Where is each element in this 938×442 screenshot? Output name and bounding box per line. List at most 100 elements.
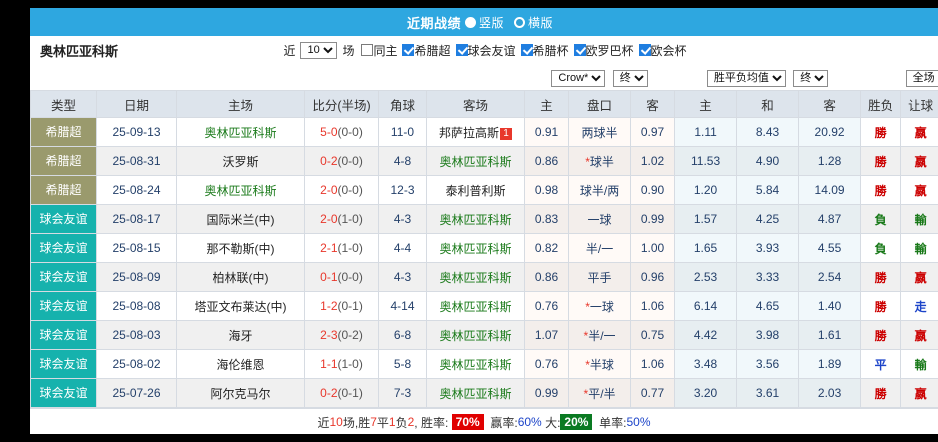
cell-odds-home: 3.48 [674,349,738,379]
table-row[interactable]: 球会友谊 25-08-03 海牙 2-3(0-2) 6-8 奥林匹亚科斯 1.07 *半/一 0… [30,320,938,350]
halftime-score: (1-0) [337,212,363,226]
table-row[interactable]: 球会友谊 25-08-17 国际米兰(中) 2-0(1-0) 4-3 奥林匹亚科斯 0.83… [30,204,938,234]
cell-handicap-result: 嬴 [900,146,938,176]
cell-type[interactable]: 球会友谊 [30,204,97,234]
cell-odds-draw: 4.65 [736,291,800,321]
cell-corner: 4-8 [378,146,427,176]
cell-type[interactable]: 希腊超 [30,117,97,147]
result-value: 勝 [874,299,887,314]
cell-away[interactable]: 奥林匹亚科斯 [425,146,526,176]
home-team-name: 那不勒斯(中) [206,241,275,256]
comp-checkbox-greekcup[interactable] [520,44,533,56]
summary-p4: 负 [395,415,408,430]
cell-type[interactable]: 球会友谊 [30,233,97,263]
big-rate-badge: 20% [560,414,593,430]
cell-handicap-result: 嬴 [900,117,938,147]
cell-home[interactable]: 塔亚文布莱达(中) [176,291,305,321]
comp-label-conference[interactable]: 欧会杯 [650,43,687,58]
cell-type[interactable]: 球会友谊 [30,349,97,379]
handicap-phase-select[interactable]: 终 [612,69,648,87]
comp-label-friendly[interactable]: 球会友谊 [467,43,516,58]
cell-odds-draw: 4.25 [736,204,800,234]
handicap-result-value: 輸 [914,241,927,256]
cell-odds-draw: 3.93 [736,233,800,263]
score-value: 2-3(0-2) [320,328,363,342]
table-row[interactable]: 球会友谊 25-08-15 那不勒斯(中) 2-1(1-0) 4-4 奥林匹亚科斯 0.82… [30,233,938,263]
table-row[interactable]: 球会友谊 25-07-26 阿尔克马尔 0-2(0-1) 7-3 奥林匹亚科斯 0.99 *平… [30,378,938,408]
cell-away[interactable]: 奥林匹亚科斯 [425,291,526,321]
cell-home[interactable]: 奥林匹亚科斯 [176,175,305,205]
cell-away[interactable]: 奥林匹亚科斯 [425,262,526,292]
cell-hcp-away: 1.06 [630,349,676,379]
same-home-label[interactable]: 同主 [373,43,398,58]
comp-checkbox-conference[interactable] [638,44,651,56]
result-value: 勝 [874,328,887,343]
table-row[interactable]: 希腊超 25-08-31 沃罗斯 0-2(0-0) 4-8 奥林匹亚科斯 0.86 *球半 1.… [30,146,938,176]
cell-away[interactable]: 奥林匹亚科斯 [425,378,526,408]
table-row[interactable]: 希腊超 25-08-24 奥林匹亚科斯 2-0(0-0) 12-3 泰利普利斯 0.98 球半… [30,175,938,205]
radio-horizontal-icon[interactable] [514,16,525,28]
cell-type[interactable]: 球会友谊 [30,291,97,321]
table-row[interactable]: 球会友谊 25-08-08 塔亚文布莱达(中) 1-2(0-1) 4-14 奥林匹亚科斯 0… [30,291,938,321]
type-badge: 球会友谊 [31,205,96,233]
away-team-name: 奥林匹亚科斯 [439,154,512,169]
match-count-select[interactable]: 10 [300,41,338,59]
cell-type[interactable]: 球会友谊 [30,378,97,408]
table-row[interactable]: 球会友谊 25-08-09 柏林联(中) 0-1(0-0) 4-3 奥林匹亚科斯 0.86 平… [30,262,938,292]
cell-hcp-away: 0.96 [630,262,676,292]
cell-home[interactable]: 海牙 [176,320,305,350]
same-home-checkbox[interactable] [361,44,374,56]
cell-home[interactable]: 奥林匹亚科斯 [176,117,305,147]
radio-horizontal-label[interactable]: 横版 [528,15,554,30]
cell-away[interactable]: 泰利普利斯 [425,175,526,205]
comp-checkbox-friendly[interactable] [455,44,468,56]
comp-label-europa[interactable]: 欧罗巴杯 [585,43,634,58]
radio-vertical-icon[interactable] [464,16,476,28]
cell-away[interactable]: 奥林匹亚科斯 [425,349,526,379]
cell-type[interactable]: 球会友谊 [30,262,97,292]
odds-type-select[interactable]: 胜平负均值 [706,69,786,87]
away-team-name: 奥林匹亚科斯 [439,328,512,343]
odds-phase-select[interactable]: 终 [793,69,829,87]
summary-footer: 近 10 场,胜 7 平 1 负 2, 胜率: 70% 赢率: 60% 大: 20% 单率: 50% [30,408,938,434]
cell-date: 25-08-02 [96,349,177,379]
cell-away[interactable]: 奥林匹亚科斯 [425,204,526,234]
cell-hcp-home: 0.76 [524,349,570,379]
cell-home[interactable]: 阿尔克马尔 [176,378,305,408]
period-select[interactable]: 全场 [905,69,938,87]
radio-vertical-label[interactable]: 竖版 [478,15,504,30]
comp-checkbox-europa[interactable] [573,44,586,56]
cell-score: 0-2(0-0) [304,146,379,176]
handicap-result-value: 嬴 [914,386,927,401]
cell-home[interactable]: 柏林联(中) [176,262,305,292]
comp-label-greekcup[interactable]: 希腊杯 [532,43,569,58]
cell-type[interactable]: 希腊超 [30,175,97,205]
cell-type[interactable]: 希腊超 [30,146,97,176]
cell-away[interactable]: 奥林匹亚科斯 [425,320,526,350]
type-badge: 希腊超 [31,118,96,146]
comp-checkbox-superleague[interactable] [402,44,415,56]
cell-away[interactable]: 奥林匹亚科斯 [425,233,526,263]
summary-matches: 10 [329,415,343,429]
cell-home[interactable]: 国际米兰(中) [176,204,305,234]
bookmaker-select[interactable]: Crow* [551,69,606,87]
table-row[interactable]: 希腊超 25-09-13 奥林匹亚科斯 5-0(0-0) 11-0 邦萨拉高斯 1 0.91 两… [30,117,938,147]
cell-away[interactable]: 邦萨拉高斯 1 [425,117,526,147]
cell-hcp-away: 0.77 [630,378,676,408]
cell-handicap-result: 嬴 [900,262,938,292]
recent-prefix-label: 近 [283,43,296,58]
cell-hcp-line: *球半 [568,146,632,176]
home-team-name: 柏林联(中) [212,270,269,285]
cell-type[interactable]: 球会友谊 [30,320,97,350]
table-row[interactable]: 球会友谊 25-08-02 海伦维恩 1-1(1-0) 5-8 奥林匹亚科斯 0.76 *半球… [30,349,938,379]
halftime-score: (0-1) [337,386,363,400]
cell-home[interactable]: 沃罗斯 [176,146,305,176]
selector-row: Crow* 终 胜平负均值 终 全场 [30,65,938,91]
score-value: 1-2(0-1) [320,299,363,313]
cell-home[interactable]: 海伦维恩 [176,349,305,379]
cell-home[interactable]: 那不勒斯(中) [176,233,305,263]
home-team-name: 奥林匹亚科斯 [204,183,277,198]
cell-score: 2-3(0-2) [304,320,379,350]
comp-label-superleague[interactable]: 希腊超 [414,43,451,58]
summary-p3: 平 [376,415,389,430]
